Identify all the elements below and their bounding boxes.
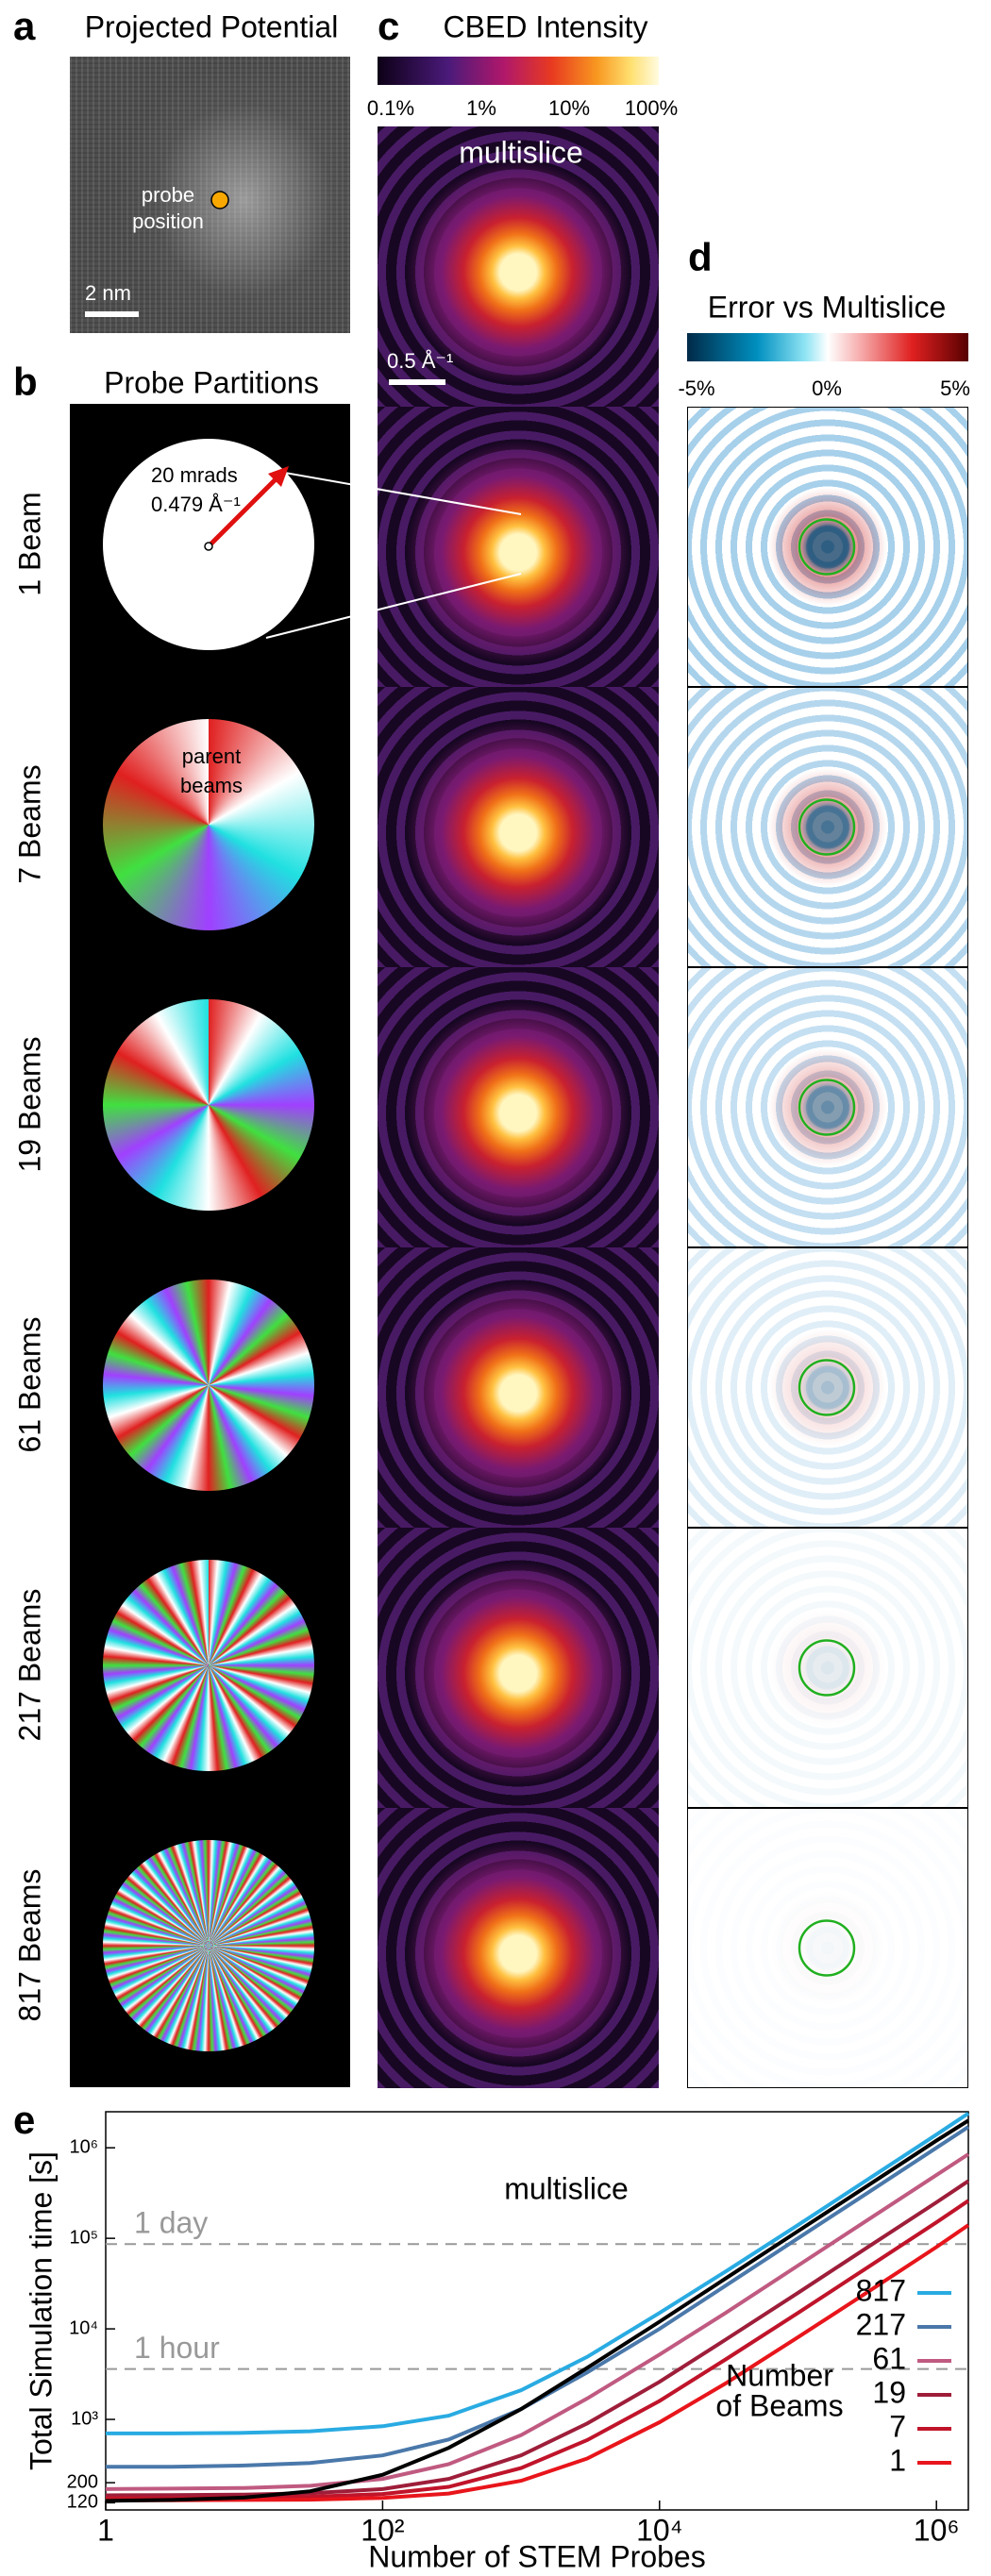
error-map — [687, 687, 968, 967]
cbed-image — [378, 1528, 659, 1808]
series-line — [105, 2179, 970, 2498]
colorbar-label: 0% — [812, 376, 842, 400]
error-map — [687, 1808, 968, 2088]
colorbar-label: -5% — [678, 376, 714, 400]
panel-letter: e — [13, 2098, 35, 2142]
probe-panel-background — [70, 404, 350, 2087]
cbed-image — [378, 1808, 659, 2088]
series-line — [106, 2223, 970, 2502]
error-map — [687, 407, 968, 687]
reference-label: 1 hour — [134, 2331, 220, 2365]
row-label: 61 Beams — [12, 1316, 46, 1452]
probe-partition — [103, 718, 314, 930]
panel-title: Projected Potential — [85, 9, 339, 43]
projected-potential-image — [70, 57, 350, 333]
y-tick-label: 10³ — [71, 2408, 98, 2429]
series-line — [105, 2152, 970, 2491]
y-tick-label: 120 — [67, 2492, 98, 2513]
colorbar-label: 1% — [466, 96, 496, 120]
x-tick-label: 10⁶ — [914, 2513, 960, 2547]
row-label: 7 Beams — [12, 764, 46, 883]
legend-title: Number — [726, 2358, 833, 2392]
colorbar-label: 5% — [940, 376, 970, 400]
reference-circle — [798, 1079, 856, 1136]
colorbar-label: 10% — [548, 96, 590, 120]
parent-beams-text: beams — [180, 774, 243, 797]
cbed-image — [378, 126, 659, 407]
panel-title: Probe Partitions — [104, 365, 319, 399]
cbed-image — [378, 687, 659, 967]
probe-annotation: 0.479 Å⁻¹ — [151, 493, 241, 516]
legend-label: 19 — [872, 2375, 906, 2409]
reference-circle — [798, 798, 856, 856]
row-label: 1 Beam — [12, 492, 46, 595]
error-map — [687, 967, 968, 1247]
beam-dot — [204, 542, 213, 551]
panel-letter: a — [13, 4, 36, 48]
row-label: 19 Beams — [12, 1036, 46, 1172]
connector — [265, 573, 522, 639]
plot-frame — [105, 2111, 969, 2511]
probe-partition — [103, 998, 314, 1211]
series-line — [106, 2125, 970, 2469]
y-tick-label: 10⁵ — [69, 2227, 98, 2248]
cbed-image — [378, 407, 659, 687]
cbed-colorbar — [378, 57, 659, 85]
panel-letter: d — [688, 235, 713, 279]
probe-annotation: 20 mrads — [151, 463, 238, 487]
probe-dot — [210, 191, 229, 209]
x-tick-label: 1 — [97, 2513, 114, 2547]
legend-label: 217 — [856, 2307, 906, 2341]
image-label: multislice — [459, 135, 583, 169]
y-tick-label: 200 — [67, 2471, 98, 2492]
error-map — [687, 1528, 968, 1808]
x-axis-title: Number of STEM Probes — [368, 2539, 705, 2573]
colorbar-label: 0.1% — [367, 96, 414, 120]
x-tick-label: 10² — [361, 2513, 405, 2547]
panel-letter: b — [13, 360, 38, 404]
reference-circle — [798, 1639, 856, 1697]
panel-title: Error vs Multislice — [708, 290, 946, 324]
cbed-image — [378, 1247, 659, 1528]
probe-partition — [103, 1279, 314, 1491]
y-tick-label: 10⁶ — [70, 2136, 98, 2157]
scale-bar-label: 2 nm — [85, 281, 131, 305]
series-line — [106, 2112, 970, 2435]
probe-partition — [103, 1559, 314, 1771]
panel-letter: c — [378, 4, 399, 48]
reference-label: 1 day — [134, 2206, 208, 2240]
legend-label: 7 — [889, 2409, 906, 2443]
radius-arrow — [207, 472, 283, 548]
error-map — [687, 1247, 968, 1528]
cbed-image — [378, 967, 659, 1247]
probe-text: probe — [142, 183, 194, 207]
row-label: 217 Beams — [12, 1589, 46, 1742]
series-line — [106, 2199, 970, 2501]
parent-beams-text: parent — [182, 744, 241, 768]
legend-label: 61 — [872, 2341, 906, 2375]
error-colorbar — [687, 333, 968, 361]
panel-title: CBED Intensity — [444, 9, 648, 43]
legend-title: of Beams — [715, 2388, 843, 2422]
scale-bar-label: 0.5 Å⁻¹ — [387, 349, 453, 373]
y-tick-label: 10⁴ — [69, 2317, 98, 2338]
probe-partition — [103, 1839, 314, 2051]
x-tick-label: 10⁴ — [636, 2513, 682, 2547]
colorbar-label: 100% — [625, 96, 678, 120]
legend-label: 817 — [856, 2273, 906, 2307]
reference-circle — [798, 1919, 856, 1977]
multislice-label: multislice — [504, 2171, 629, 2205]
reference-circle — [798, 1359, 856, 1416]
multislice-line — [105, 2118, 970, 2503]
legend-label: 1 — [889, 2443, 906, 2477]
y-axis-title: Total Simulation time [s] — [24, 2151, 58, 2470]
row-label: 817 Beams — [12, 1869, 46, 2022]
arrow-head — [268, 466, 289, 487]
reference-circle — [798, 518, 856, 576]
probe-text: position — [132, 209, 204, 233]
connector — [246, 465, 522, 515]
